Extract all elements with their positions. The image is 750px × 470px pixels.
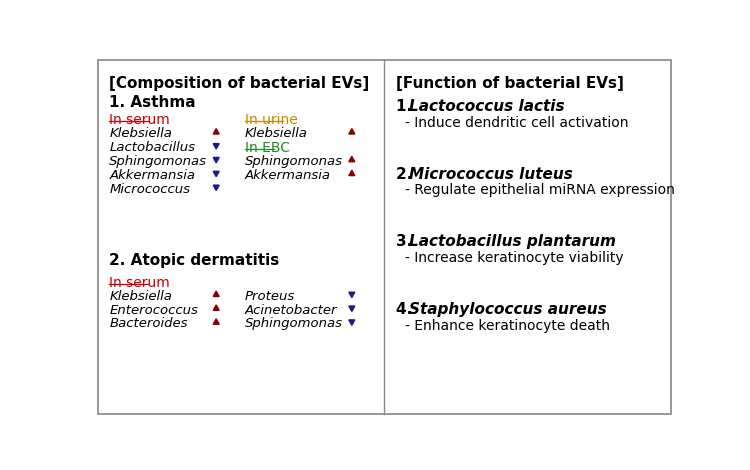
Text: In EBC: In EBC xyxy=(244,141,290,155)
Text: [Composition of bacterial EVs]: [Composition of bacterial EVs] xyxy=(110,76,370,91)
Polygon shape xyxy=(213,185,219,190)
Text: 2. Atopic dermatitis: 2. Atopic dermatitis xyxy=(110,253,280,268)
Polygon shape xyxy=(349,306,355,312)
Text: Sphingomonas: Sphingomonas xyxy=(110,155,207,168)
Text: In serum: In serum xyxy=(110,113,170,127)
Text: Lactococcus lactis: Lactococcus lactis xyxy=(410,99,565,114)
Text: Staphylococcus aureus: Staphylococcus aureus xyxy=(410,302,607,317)
Text: Bacteroides: Bacteroides xyxy=(110,317,188,330)
Polygon shape xyxy=(213,171,219,177)
Text: Sphingomonas: Sphingomonas xyxy=(244,155,343,168)
Polygon shape xyxy=(213,319,219,324)
Text: - Induce dendritic cell activation: - Induce dendritic cell activation xyxy=(405,116,628,130)
Text: [Function of bacterial EVs]: [Function of bacterial EVs] xyxy=(396,76,624,91)
Text: Klebsiella: Klebsiella xyxy=(244,127,308,140)
Polygon shape xyxy=(213,291,219,297)
Text: 3.: 3. xyxy=(396,234,418,249)
FancyBboxPatch shape xyxy=(98,60,671,415)
Text: Proteus: Proteus xyxy=(244,290,295,303)
Polygon shape xyxy=(213,157,219,163)
Text: 1. Asthma: 1. Asthma xyxy=(110,95,196,110)
Text: Klebsiella: Klebsiella xyxy=(110,290,172,303)
Text: Acinetobacter: Acinetobacter xyxy=(244,304,338,317)
Text: Akkermansia: Akkermansia xyxy=(110,169,195,182)
Polygon shape xyxy=(213,129,219,134)
Text: Micrococcus: Micrococcus xyxy=(110,183,190,196)
Polygon shape xyxy=(349,292,355,298)
Polygon shape xyxy=(349,157,355,162)
Text: Lactobacillus: Lactobacillus xyxy=(110,141,195,154)
Text: Klebsiella: Klebsiella xyxy=(110,127,172,140)
Text: - Regulate epithelial miRNA expression: - Regulate epithelial miRNA expression xyxy=(405,183,675,197)
Polygon shape xyxy=(349,129,355,134)
Text: In serum: In serum xyxy=(110,276,170,290)
Text: Enterococcus: Enterococcus xyxy=(110,304,198,317)
Text: - Increase keratinocyte viability: - Increase keratinocyte viability xyxy=(405,251,624,265)
Text: In urine: In urine xyxy=(244,113,298,127)
Text: Sphingomonas: Sphingomonas xyxy=(244,317,343,330)
Polygon shape xyxy=(213,143,219,149)
Text: 4.: 4. xyxy=(396,302,418,317)
Text: 2.: 2. xyxy=(396,166,418,181)
Text: Lactobacillus plantarum: Lactobacillus plantarum xyxy=(410,234,616,249)
Text: Akkermansia: Akkermansia xyxy=(244,169,331,182)
Polygon shape xyxy=(213,305,219,310)
Polygon shape xyxy=(349,320,355,325)
Text: Micrococcus luteus: Micrococcus luteus xyxy=(410,166,573,181)
Text: - Enhance keratinocyte death: - Enhance keratinocyte death xyxy=(405,319,610,333)
Text: 1.: 1. xyxy=(396,99,417,114)
Polygon shape xyxy=(349,170,355,176)
